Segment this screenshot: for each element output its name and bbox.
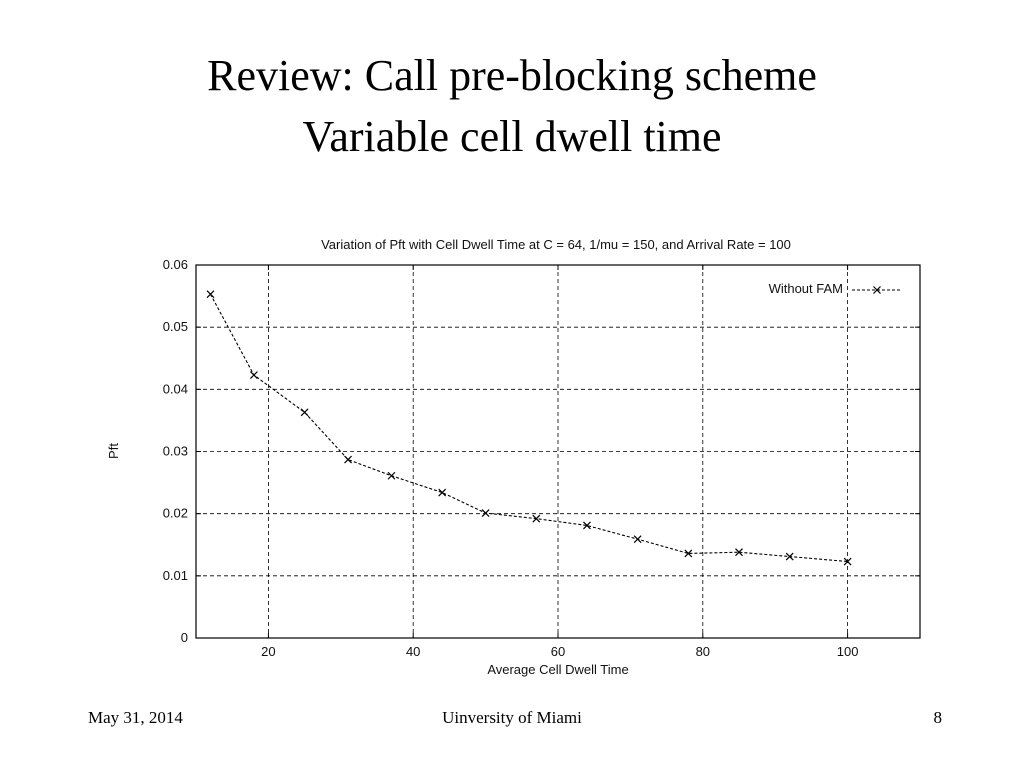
data-point-marker [206, 290, 215, 299]
y-tick-label: 0.05 [163, 319, 188, 334]
y-tick-label: 0.04 [163, 381, 188, 396]
data-point-marker [785, 552, 794, 561]
x-tick-label: 40 [406, 644, 420, 659]
data-point-marker [481, 509, 490, 517]
y-tick-label: 0.06 [163, 257, 188, 272]
marker-stroke [249, 371, 258, 379]
marker-stroke [843, 557, 852, 566]
footer-organization: Uinversity of Miami [442, 708, 582, 727]
marker-stroke [481, 509, 490, 517]
series-layer [206, 290, 852, 566]
legend-marker [873, 286, 881, 294]
y-axis-label: Pft [106, 443, 121, 459]
data-point-marker [532, 514, 541, 523]
y-tick-label: 0.01 [163, 568, 188, 583]
data-point-marker [300, 408, 309, 417]
data-point-marker [735, 548, 743, 557]
x-tick-label: 100 [837, 644, 859, 659]
marker-stroke [583, 521, 591, 530]
data-point-marker [438, 488, 447, 497]
data-point-marker [249, 371, 258, 379]
series-line [209, 293, 848, 563]
marker-stroke [785, 552, 794, 561]
data-point-marker [344, 455, 352, 464]
y-tick-label: 0.02 [163, 506, 188, 521]
x-tick-label: 80 [696, 644, 710, 659]
marker-stroke [300, 408, 309, 417]
footer-page-number: 8 [933, 708, 943, 727]
axis-ticks: 0 0.01 0.02 0.03 0.04 0.05 0.06 20 40 60 80 100 [163, 257, 920, 659]
marker-stroke [344, 455, 352, 464]
marker-stroke [735, 548, 743, 557]
marker-stroke [532, 514, 541, 523]
slide-title-line-2: Variable cell dwell time [302, 112, 722, 161]
data-point-marker [843, 557, 852, 566]
legend: Without FAM [769, 281, 902, 296]
marker-stroke [438, 488, 447, 497]
data-point-marker [387, 471, 396, 480]
marker-stroke [633, 535, 642, 544]
legend-label: Without FAM [769, 281, 843, 296]
chart-title: Variation of Pft with Cell Dwell Time at… [321, 237, 791, 252]
data-point-marker [633, 535, 642, 544]
x-axis-label: Average Cell Dwell Time [487, 662, 628, 677]
marker-stroke [206, 290, 215, 299]
y-tick-label: 0 [181, 630, 188, 645]
data-point-marker [684, 549, 693, 558]
y-tick-label: 0.03 [163, 444, 188, 459]
marker-stroke [684, 549, 693, 558]
marker-stroke [387, 471, 396, 480]
grid-lines [196, 265, 920, 638]
x-tick-label: 20 [261, 644, 275, 659]
data-point-marker [583, 521, 591, 530]
x-tick-label: 60 [551, 644, 565, 659]
slide-title-line-1: Review: Call pre-blocking scheme [207, 51, 817, 100]
footer-date: May 31, 2014 [88, 708, 183, 727]
